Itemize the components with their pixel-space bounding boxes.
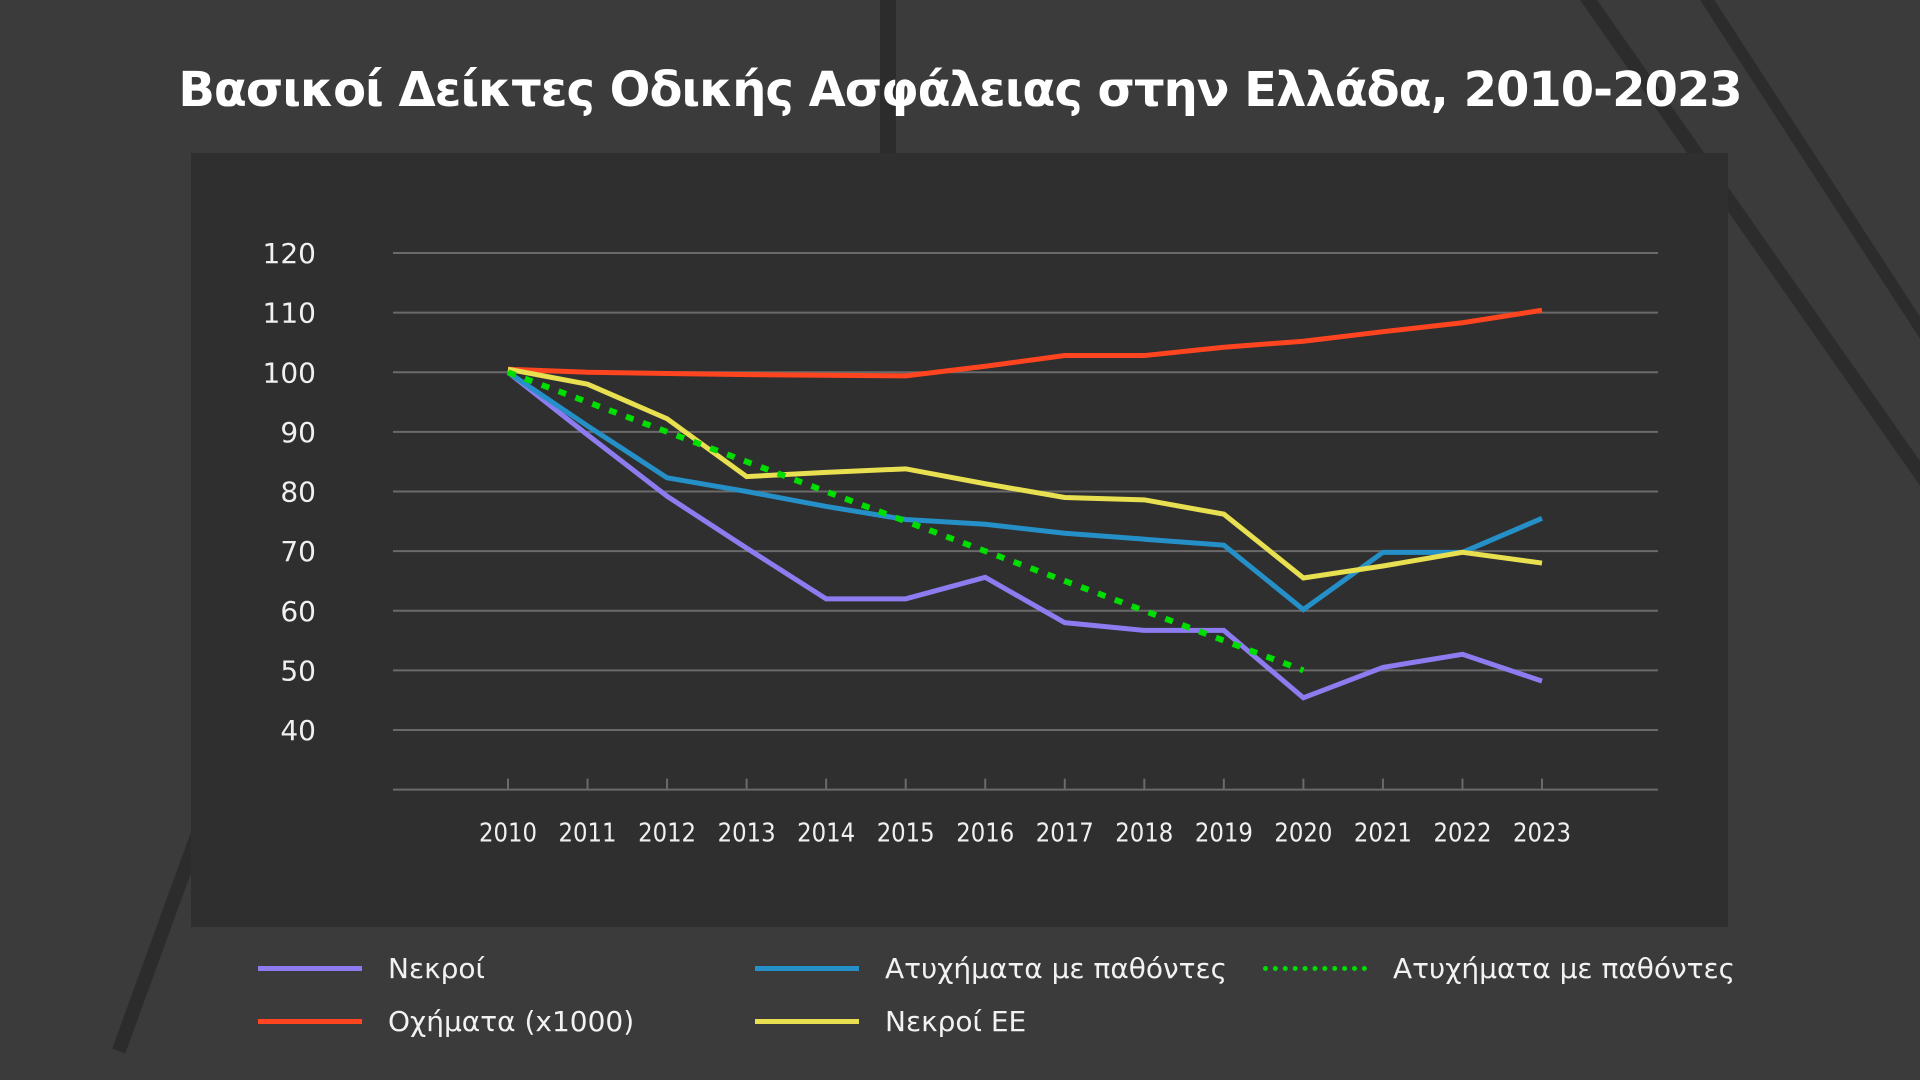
legend-label: Νεκροί ΕΕ xyxy=(885,1005,1027,1038)
legend-item-accidents-target: Ατυχήματα με παθόντες xyxy=(1263,952,1735,985)
x-tick-label: 2015 xyxy=(877,819,935,849)
series-line-0 xyxy=(506,370,1543,701)
legend-swatch xyxy=(755,966,859,971)
y-tick-label: 40 xyxy=(280,714,316,747)
x-tick-label: 2013 xyxy=(718,819,776,849)
legend-swatch xyxy=(1263,966,1367,971)
chart-title: Βασικοί Δείκτες Οδικής Ασφάλειας στην Ελ… xyxy=(178,62,1742,118)
x-tick-label: 2019 xyxy=(1195,819,1253,849)
x-tick-label: 2010 xyxy=(479,819,537,849)
legend-swatch xyxy=(258,966,362,971)
legend-item-eu-deaths: Νεκροί ΕΕ xyxy=(755,1005,1026,1038)
legend-label: Οχήματα (x1000) xyxy=(388,1005,635,1038)
y-tick-label: 120 xyxy=(263,237,316,270)
x-tick-label: 2021 xyxy=(1354,819,1412,849)
x-tick-label: 2023 xyxy=(1513,819,1571,849)
x-tick-label: 2020 xyxy=(1274,819,1332,849)
x-tick-label: 2018 xyxy=(1115,819,1173,849)
series-line-1 xyxy=(507,307,1543,379)
legend-item-vehicles: Οχήματα (x1000) xyxy=(258,1005,634,1038)
legend-item-deaths: Νεκροί xyxy=(258,952,485,985)
background-stripe xyxy=(880,0,896,160)
legend-item-accidents: Ατυχήματα με παθόντες xyxy=(755,952,1227,985)
x-tick-label: 2022 xyxy=(1433,819,1491,849)
y-tick-label: 60 xyxy=(280,595,316,628)
legend-swatch xyxy=(258,1019,362,1024)
line-chart: 40 50 60 70 80 90 100 110 120 2010 2011 2012 2013 201… xyxy=(263,237,1658,849)
x-tick-label: 2016 xyxy=(956,819,1014,849)
series-line-2 xyxy=(506,370,1543,613)
legend-swatch xyxy=(755,1019,859,1024)
legend-label: Ατυχήματα με παθόντες xyxy=(885,952,1228,985)
y-tick-label: 80 xyxy=(280,476,316,509)
y-tick-label: 50 xyxy=(280,654,316,687)
legend-label: Νεκροί xyxy=(388,952,485,985)
y-tick-label: 90 xyxy=(280,416,316,449)
x-tick-label: 2011 xyxy=(559,819,617,849)
series-line-4 xyxy=(506,369,1305,674)
y-tick-label: 110 xyxy=(263,297,316,330)
x-tick-label: 2017 xyxy=(1036,819,1094,849)
y-tick-label: 70 xyxy=(280,535,316,568)
x-tick-label: 2014 xyxy=(797,819,855,849)
plot-panel: 40 50 60 70 80 90 100 110 120 2010 2011 2012 2013 201… xyxy=(191,153,1728,927)
x-tick-label: 2012 xyxy=(638,819,696,849)
legend-label: Ατυχήματα με παθόντες xyxy=(1393,952,1736,985)
y-tick-label: 100 xyxy=(263,356,316,389)
series-line-3 xyxy=(507,366,1543,581)
